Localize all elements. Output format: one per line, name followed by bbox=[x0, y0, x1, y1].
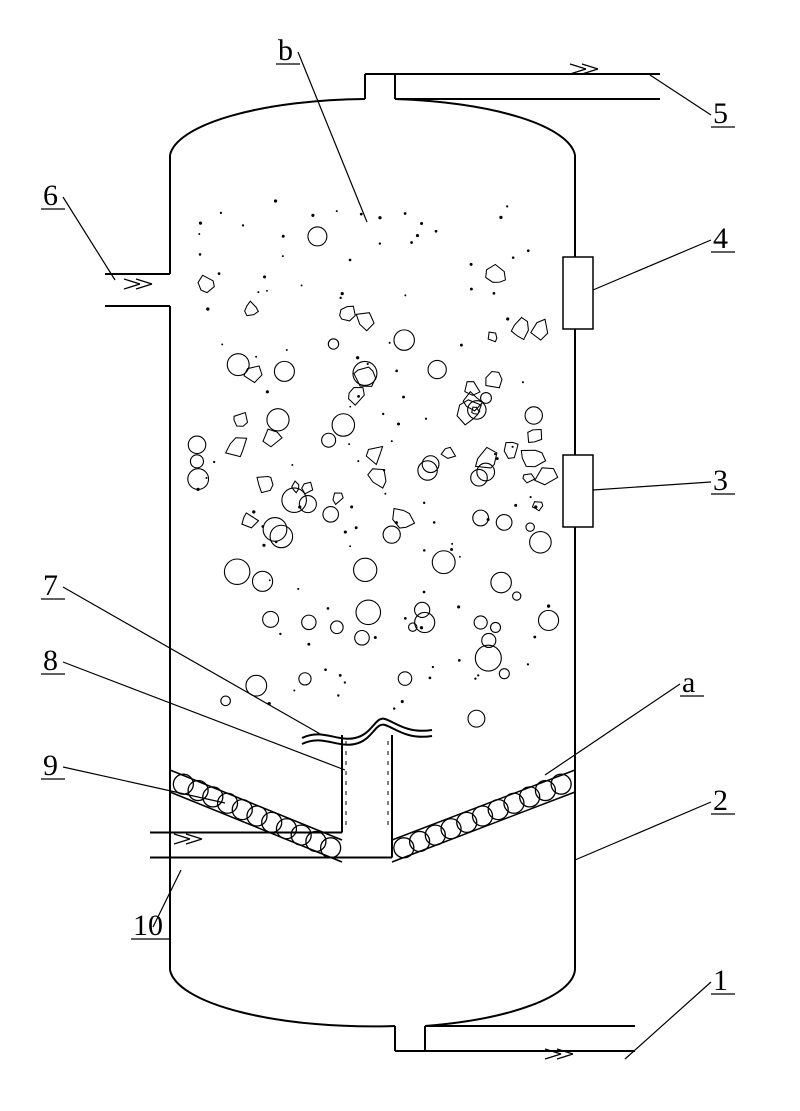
label-10: 10 bbox=[133, 909, 163, 942]
label-2: 2 bbox=[713, 784, 728, 817]
label-9: 9 bbox=[43, 749, 58, 782]
label-b: b bbox=[278, 34, 293, 67]
label-a: a bbox=[682, 666, 695, 699]
label-1: 1 bbox=[713, 964, 728, 997]
label-4: 4 bbox=[713, 222, 728, 255]
label-3: 3 bbox=[713, 464, 728, 497]
reactor-diagram: 1 2 3 4 5 6 7 8 9 10 b a bbox=[0, 0, 800, 1111]
label-7: 7 bbox=[43, 569, 58, 602]
label-8: 8 bbox=[43, 644, 58, 677]
label-6: 6 bbox=[43, 179, 58, 212]
label-5: 5 bbox=[713, 97, 728, 130]
